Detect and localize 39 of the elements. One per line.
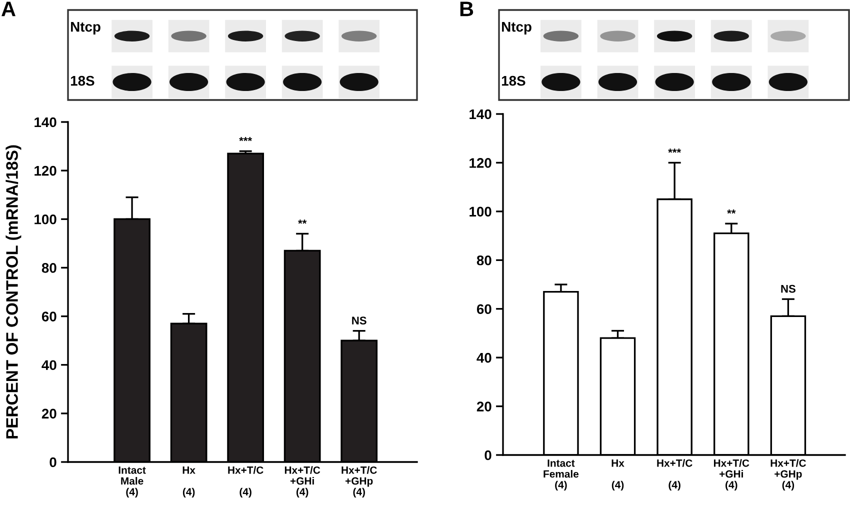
x-tick-label: Intact Male (4) [118, 466, 146, 498]
y-tick-label: 100 [34, 214, 56, 224]
y-tick-label: 80 [476, 255, 492, 266]
category-label: Hx (4) [612, 460, 624, 491]
y-tick-label: 80 [42, 263, 56, 273]
chart-title: B [460, 2, 474, 16]
y-tick-label: 100 [470, 206, 492, 217]
chart-title: A [2, 2, 16, 16]
y-tick-label: 60 [42, 312, 56, 322]
y-tick-label: 20 [42, 408, 56, 419]
y-tick-label: 40 [476, 352, 492, 363]
y-tick-label: 40 [42, 360, 56, 370]
annotation: *** [668, 148, 682, 153]
y-tick-label: 140 [470, 109, 492, 120]
y-tick-label: 120 [470, 158, 492, 168]
annotation: NS [781, 284, 796, 293]
x-tick-label: Hx+T/C +GHi (4) [714, 459, 750, 491]
text: Ntcp [71, 22, 100, 34]
category-label: Hx (4) [182, 466, 196, 498]
annotation: ** [727, 209, 736, 214]
y-tick-label: 140 [34, 117, 56, 128]
text: 18S [70, 76, 94, 86]
x-tick-label: Hx+T/C +GHp (4) [770, 459, 806, 491]
text: Ntcp [502, 22, 532, 34]
x-tick-label: Hx+T/C +GHp (4) [342, 466, 377, 498]
y-axis-title: PERCENT OF CONTROL (mRNA/18S) [6, 145, 22, 438]
text: 18S [502, 76, 526, 86]
y-tick-label: 0 [50, 457, 56, 468]
category-label: Hx+T/C (4) [657, 459, 692, 491]
y-tick-label: 120 [34, 166, 56, 176]
y-tick-label: 0 [484, 450, 492, 460]
annotation: ** [298, 220, 307, 224]
annotation: *** [239, 137, 252, 142]
category-label: Hx+T/C (4) [228, 466, 264, 498]
x-tick-label: Hx+T/C +GHi (4) [284, 466, 320, 498]
y-tick-label: 60 [476, 304, 492, 314]
x-tick-label: Intact Female (4) [544, 460, 579, 491]
annotation: NS [352, 316, 366, 324]
y-tick-label: 20 [476, 402, 492, 412]
